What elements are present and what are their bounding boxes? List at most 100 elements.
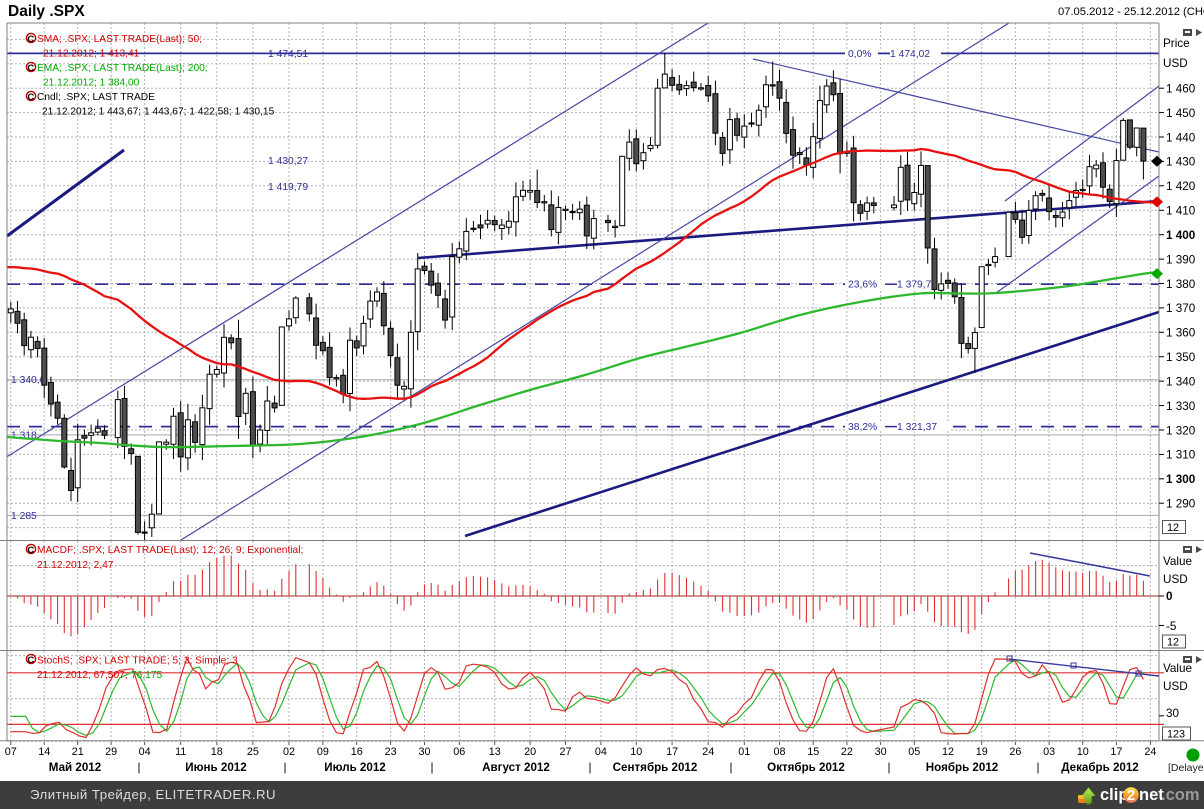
- svg-text:01: 01: [738, 746, 750, 758]
- svg-text:1 310: 1 310: [1166, 449, 1196, 462]
- svg-text:Элитный Трейдер, ELITETRADER.R: Элитный Трейдер, ELITETRADER.RU: [30, 787, 276, 802]
- svg-text:76,175: 76,175: [131, 670, 162, 681]
- svg-text:07.05.2012 - 25.12.2012 (CHG: 07.05.2012 - 25.12.2012 (CHG: [1058, 6, 1204, 18]
- svg-text:15: 15: [807, 746, 819, 758]
- svg-text:10: 10: [630, 746, 642, 758]
- svg-text:07: 07: [5, 746, 17, 758]
- svg-text:Cndl; .SPX; LAST TRADE: Cndl; .SPX; LAST TRADE: [37, 92, 155, 103]
- svg-text:1 460: 1 460: [1166, 83, 1196, 96]
- svg-text:1 360: 1 360: [1166, 327, 1196, 340]
- svg-text:21.12.2012; 1 384,00: 21.12.2012; 1 384,00: [43, 78, 140, 89]
- svg-text:10: 10: [1077, 746, 1089, 758]
- svg-text:1 300: 1 300: [1166, 473, 1196, 486]
- svg-text:Value: Value: [1163, 555, 1192, 568]
- svg-text:C: C: [27, 545, 34, 556]
- svg-text:Декабрь 2012: Декабрь 2012: [1061, 761, 1138, 774]
- svg-text:21.12.2012; 2,47: 21.12.2012; 2,47: [37, 560, 114, 571]
- svg-text:Август 2012: Август 2012: [482, 761, 550, 774]
- svg-text:20: 20: [524, 746, 536, 758]
- svg-text:-5: -5: [1166, 620, 1177, 633]
- svg-text:|: |: [430, 761, 433, 774]
- svg-text:29: 29: [105, 746, 117, 758]
- svg-text:USD: USD: [1163, 573, 1188, 586]
- svg-text:EMA; .SPX; LAST TRADE(Last);: EMA; .SPX; LAST TRADE(Last); 200;: [37, 63, 208, 74]
- svg-text:C: C: [27, 655, 34, 666]
- svg-text:27: 27: [559, 746, 571, 758]
- svg-text:12: 12: [1167, 522, 1179, 534]
- svg-text:02: 02: [283, 746, 295, 758]
- svg-text:1 380: 1 380: [1166, 278, 1196, 291]
- svg-text:24: 24: [702, 746, 714, 758]
- svg-text:23: 23: [385, 746, 397, 758]
- svg-text:1 290: 1 290: [1166, 498, 1196, 511]
- svg-text:Price: Price: [1163, 37, 1190, 50]
- svg-text:1 390: 1 390: [1166, 253, 1196, 266]
- svg-text:19: 19: [976, 746, 988, 758]
- svg-text:C: C: [27, 63, 34, 74]
- svg-text:2: 2: [1127, 787, 1135, 804]
- svg-text:12: 12: [942, 746, 954, 758]
- svg-text:1 430: 1 430: [1166, 156, 1196, 169]
- svg-text:.com: .com: [1161, 786, 1200, 804]
- svg-text:0,0%: 0,0%: [848, 49, 871, 60]
- svg-text:08: 08: [773, 746, 785, 758]
- svg-text:1 285: 1 285: [11, 511, 37, 522]
- svg-text:17: 17: [1110, 746, 1122, 758]
- svg-text:[Delayed: [Delayed: [1168, 762, 1204, 774]
- svg-text:SMA; .SPX; LAST TRADE(Last);: SMA; .SPX; LAST TRADE(Last); 50;: [37, 34, 202, 45]
- svg-text:Май 2012: Май 2012: [49, 761, 101, 774]
- svg-text:Сентябрь 2012: Сентябрь 2012: [613, 761, 698, 774]
- svg-text:1 419,79: 1 419,79: [268, 182, 308, 193]
- svg-text:1 320: 1 320: [1166, 424, 1196, 437]
- svg-text:clip: clip: [1100, 786, 1128, 804]
- svg-text:30: 30: [418, 746, 430, 758]
- svg-text:14: 14: [38, 746, 50, 758]
- svg-text:|: |: [887, 761, 890, 774]
- svg-text:21.12.2012; 1 413,41: 21.12.2012; 1 413,41: [43, 49, 140, 60]
- svg-text:C: C: [27, 34, 34, 45]
- svg-text:04: 04: [595, 746, 607, 758]
- svg-text:1 370: 1 370: [1166, 302, 1196, 315]
- svg-text:USD: USD: [1163, 57, 1188, 70]
- svg-text:04: 04: [139, 746, 151, 758]
- svg-text:0: 0: [1166, 590, 1173, 603]
- svg-text:|: |: [137, 761, 140, 774]
- svg-text:38,2%: 38,2%: [848, 422, 877, 433]
- svg-text:1 321,37: 1 321,37: [897, 422, 937, 433]
- svg-text:21.12.2012; 1 443,67; 1 443,67: 21.12.2012; 1 443,67; 1 443,67; 1 422,58…: [42, 107, 275, 118]
- svg-text:MACDF; .SPX; LAST TRADE(Last): MACDF; .SPX; LAST TRADE(Last); 12; 26; 9…: [37, 545, 303, 556]
- svg-text:Октябрь 2012: Октябрь 2012: [767, 761, 845, 774]
- svg-text:1 474,51: 1 474,51: [268, 49, 308, 60]
- svg-text:24: 24: [1144, 746, 1156, 758]
- svg-text:C: C: [27, 92, 34, 103]
- svg-text:1 410: 1 410: [1166, 205, 1196, 218]
- svg-text:net: net: [1139, 786, 1164, 804]
- svg-text:|: |: [1036, 761, 1039, 774]
- svg-text:1 430,27: 1 430,27: [268, 156, 308, 167]
- svg-text:Value: Value: [1163, 662, 1192, 675]
- svg-text:1 350: 1 350: [1166, 351, 1196, 364]
- svg-text:1 440: 1 440: [1166, 131, 1196, 144]
- svg-text:1 400: 1 400: [1166, 229, 1196, 242]
- svg-text:|: |: [283, 761, 286, 774]
- svg-text:13: 13: [489, 746, 501, 758]
- svg-text:03: 03: [1043, 746, 1055, 758]
- svg-text:18: 18: [211, 746, 223, 758]
- svg-text:1 379,71: 1 379,71: [897, 280, 937, 291]
- svg-text:|: |: [588, 761, 591, 774]
- svg-text:USD: USD: [1163, 680, 1188, 693]
- svg-text:30: 30: [1166, 707, 1180, 720]
- svg-text:21.12.2012; 67,507;: 21.12.2012; 67,507;: [37, 670, 128, 681]
- svg-text:06: 06: [453, 746, 465, 758]
- svg-text:1 330: 1 330: [1166, 400, 1196, 413]
- svg-text:1 474,02: 1 474,02: [890, 49, 930, 60]
- svg-text:09: 09: [317, 746, 329, 758]
- svg-text:17: 17: [666, 746, 678, 758]
- svg-text:1 340: 1 340: [1166, 375, 1196, 388]
- svg-text:Июль 2012: Июль 2012: [324, 761, 385, 774]
- svg-text:Daily .SPX: Daily .SPX: [8, 3, 85, 20]
- svg-text:21: 21: [72, 746, 84, 758]
- svg-text:StochS; .SPX; LAST TRADE; 5;: StochS; .SPX; LAST TRADE; 5; 3; Simple; …: [37, 656, 238, 667]
- svg-text:12: 12: [1167, 637, 1179, 649]
- svg-text:16: 16: [351, 746, 363, 758]
